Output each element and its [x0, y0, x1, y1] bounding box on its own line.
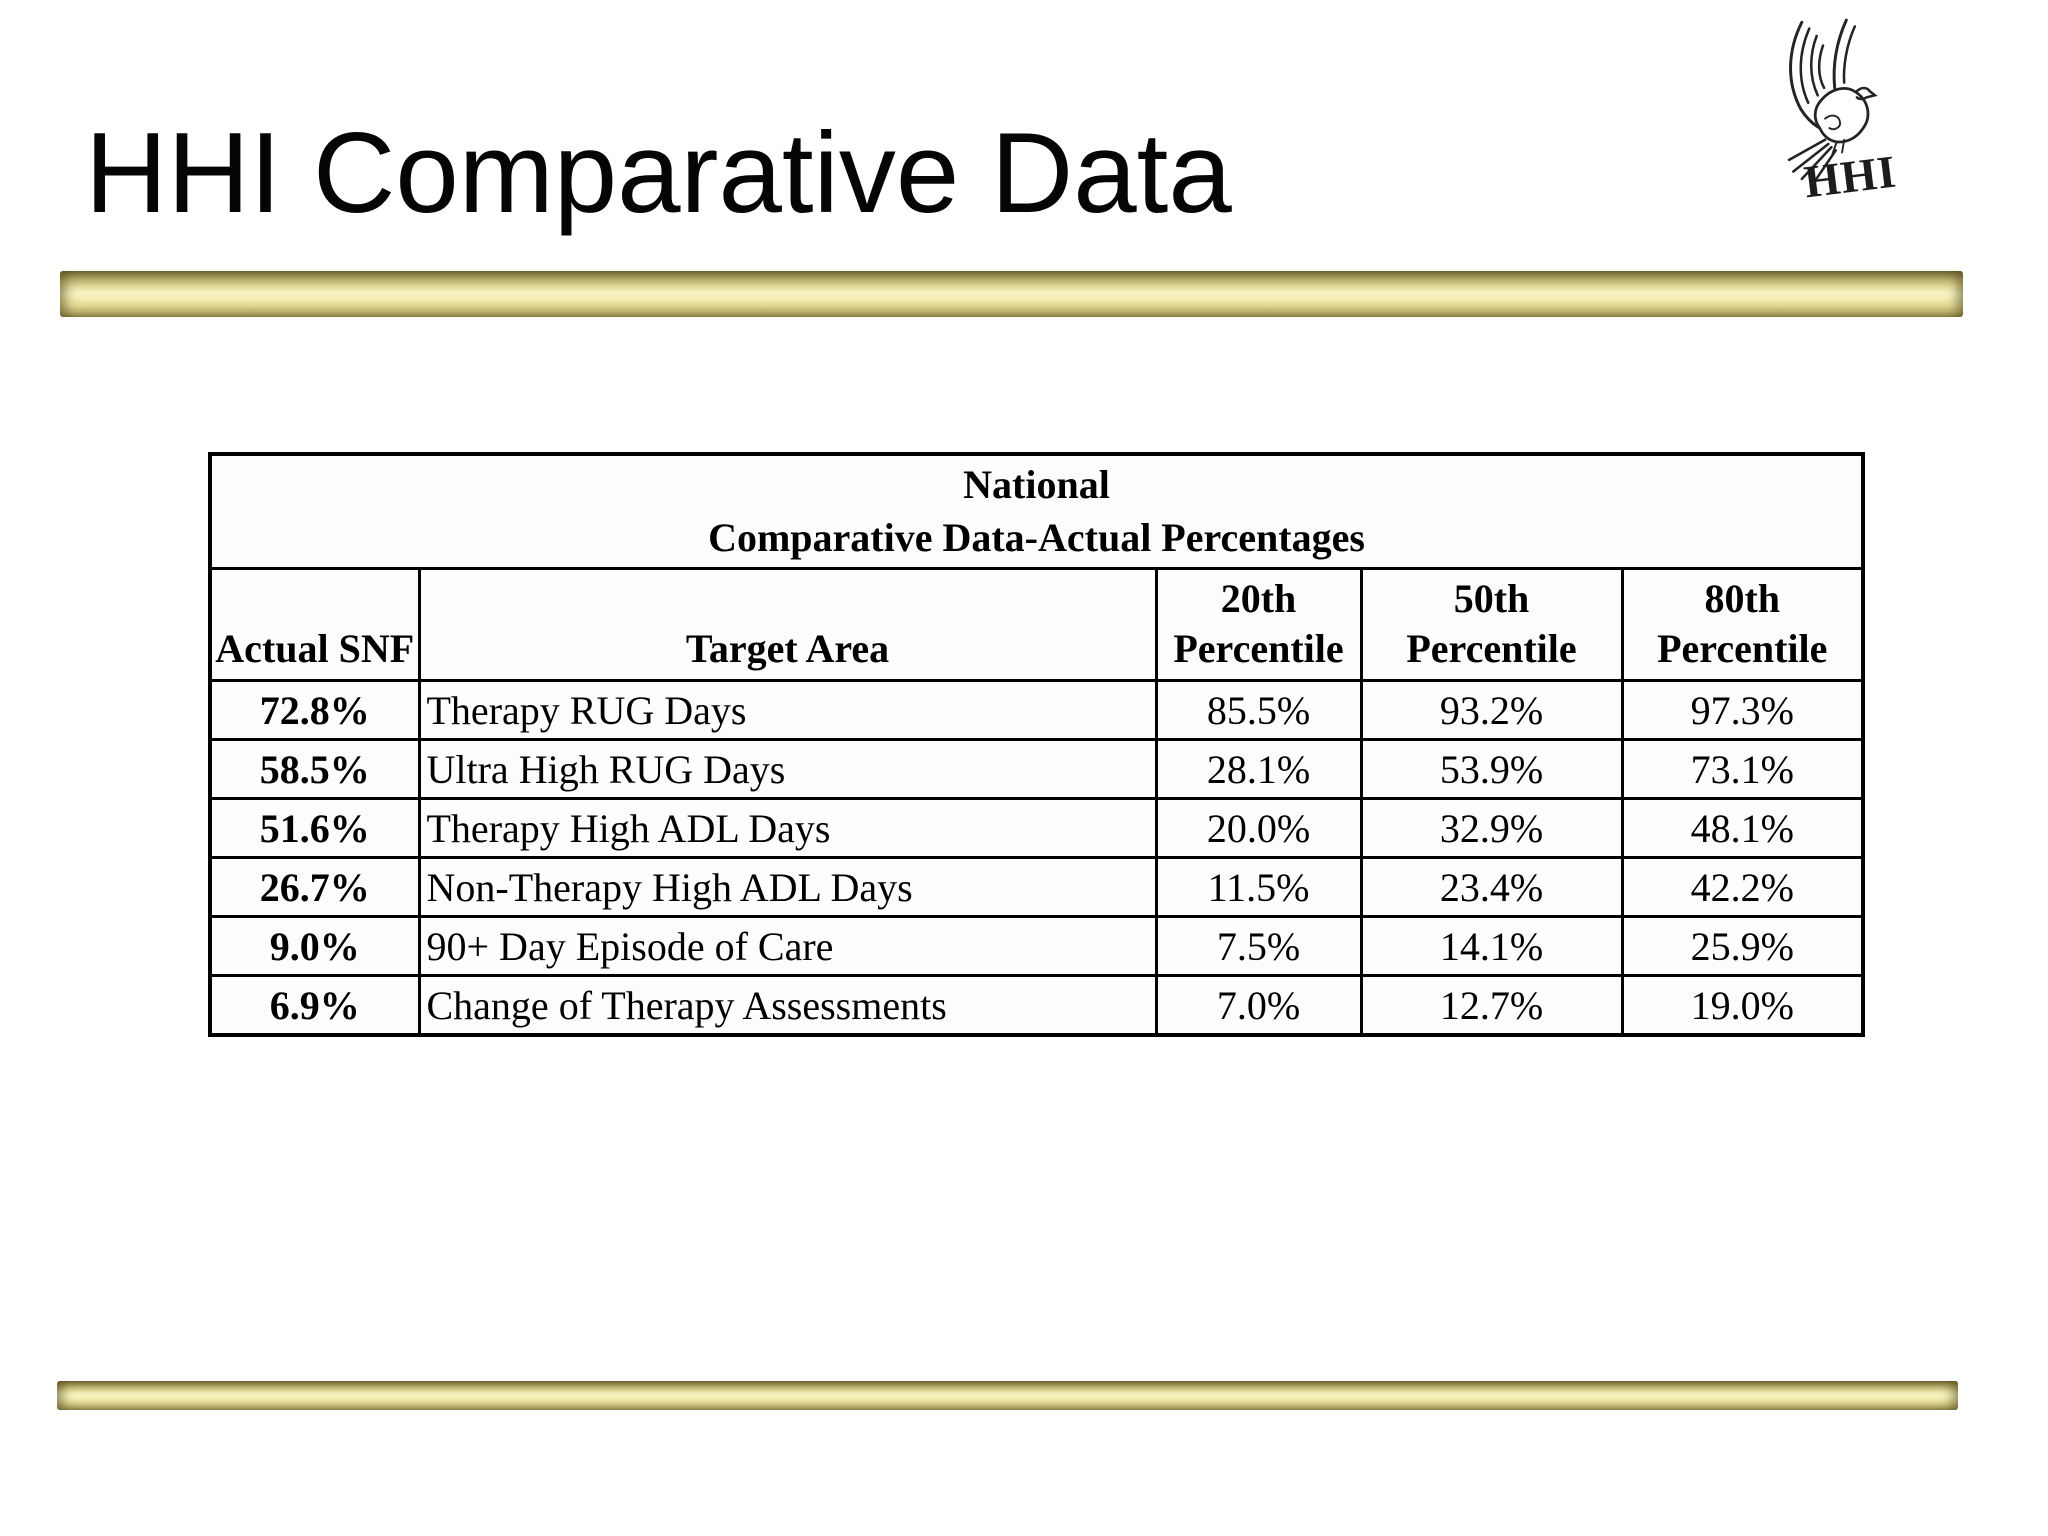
- header-80th-line: 80th: [1704, 576, 1781, 621]
- table-row: 6.9% Change of Therapy Assessments 7.0% …: [208, 974, 1865, 1037]
- percentile-50-value: 93.2%: [1359, 679, 1624, 741]
- target-area-cell: Change of Therapy Assessments: [417, 974, 1158, 1037]
- header-percentile-line: Percentile: [1406, 626, 1577, 671]
- percentile-50-value: 32.9%: [1359, 797, 1624, 859]
- target-area-cell: Therapy High ADL Days: [417, 797, 1158, 859]
- table-row: 51.6% Therapy High ADL Days 20.0% 32.9% …: [208, 797, 1865, 859]
- hhi-logo: HHI: [1768, 18, 1899, 213]
- actual-snf-value: 26.7%: [208, 856, 421, 918]
- percentile-80-value: 25.9%: [1620, 915, 1865, 977]
- table-row: 9.0% 90+ Day Episode of Care 7.5% 14.1% …: [208, 915, 1865, 977]
- percentile-20-value: 20.0%: [1154, 797, 1363, 859]
- percentile-80-value: 97.3%: [1620, 679, 1865, 741]
- actual-snf-value: 9.0%: [208, 915, 421, 977]
- actual-snf-value: 72.8%: [208, 679, 421, 741]
- column-header-20th-percentile: 20th Percentile: [1154, 567, 1363, 682]
- table-title-row: National Comparative Data-Actual Percent…: [208, 452, 1865, 570]
- column-header-80th-percentile: 80th Percentile: [1620, 567, 1865, 682]
- column-header-50th-percentile: 50th Percentile: [1359, 567, 1624, 682]
- percentile-50-value: 53.9%: [1359, 738, 1624, 800]
- column-header-row: Actual SNF Target Area 20th Percentile 5…: [208, 567, 1865, 682]
- percentile-80-value: 48.1%: [1620, 797, 1865, 859]
- percentile-50-value: 14.1%: [1359, 915, 1624, 977]
- actual-snf-value: 6.9%: [208, 974, 421, 1037]
- header-20th-line: 20th: [1220, 576, 1297, 621]
- table-row: 58.5% Ultra High RUG Days 28.1% 53.9% 73…: [208, 738, 1865, 800]
- percentile-50-value: 23.4%: [1359, 856, 1624, 918]
- target-area-cell: 90+ Day Episode of Care: [417, 915, 1158, 977]
- target-area-cell: Therapy RUG Days: [417, 679, 1158, 741]
- percentile-20-value: 85.5%: [1154, 679, 1363, 741]
- percentile-80-value: 42.2%: [1620, 856, 1865, 918]
- percentile-80-value: 19.0%: [1620, 974, 1865, 1037]
- percentile-80-value: 73.1%: [1620, 738, 1865, 800]
- comparative-data-table: National Comparative Data-Actual Percent…: [208, 452, 1865, 1037]
- title-divider-bar: [60, 271, 1963, 317]
- header-percentile-line: Percentile: [1657, 626, 1828, 671]
- table-title-line2: Comparative Data-Actual Percentages: [708, 514, 1365, 560]
- dove-icon: [1787, 18, 1878, 185]
- logo-hhi-text: HHI: [1801, 145, 1900, 208]
- table-title: National Comparative Data-Actual Percent…: [208, 452, 1865, 570]
- footer-divider-bar: [57, 1381, 1958, 1410]
- header-50th-line: 50th: [1453, 576, 1530, 621]
- table-row: 26.7% Non-Therapy High ADL Days 11.5% 23…: [208, 856, 1865, 918]
- column-header-actual-snf: Actual SNF: [208, 567, 421, 682]
- page-title: HHI Comparative Data: [85, 110, 1232, 237]
- percentile-20-value: 11.5%: [1154, 856, 1363, 918]
- percentile-20-value: 7.0%: [1154, 974, 1363, 1037]
- percentile-20-value: 7.5%: [1154, 915, 1363, 977]
- percentile-20-value: 28.1%: [1154, 738, 1363, 800]
- target-area-cell: Non-Therapy High ADL Days: [417, 856, 1158, 918]
- column-header-target-area: Target Area: [417, 567, 1158, 682]
- percentile-50-value: 12.7%: [1359, 974, 1624, 1037]
- actual-snf-value: 51.6%: [208, 797, 421, 859]
- table-row: 72.8% Therapy RUG Days 85.5% 93.2% 97.3%: [208, 679, 1865, 741]
- header-percentile-line: Percentile: [1173, 626, 1344, 671]
- actual-snf-value: 58.5%: [208, 738, 421, 800]
- table-title-line1: National: [963, 461, 1110, 507]
- target-area-cell: Ultra High RUG Days: [417, 738, 1158, 800]
